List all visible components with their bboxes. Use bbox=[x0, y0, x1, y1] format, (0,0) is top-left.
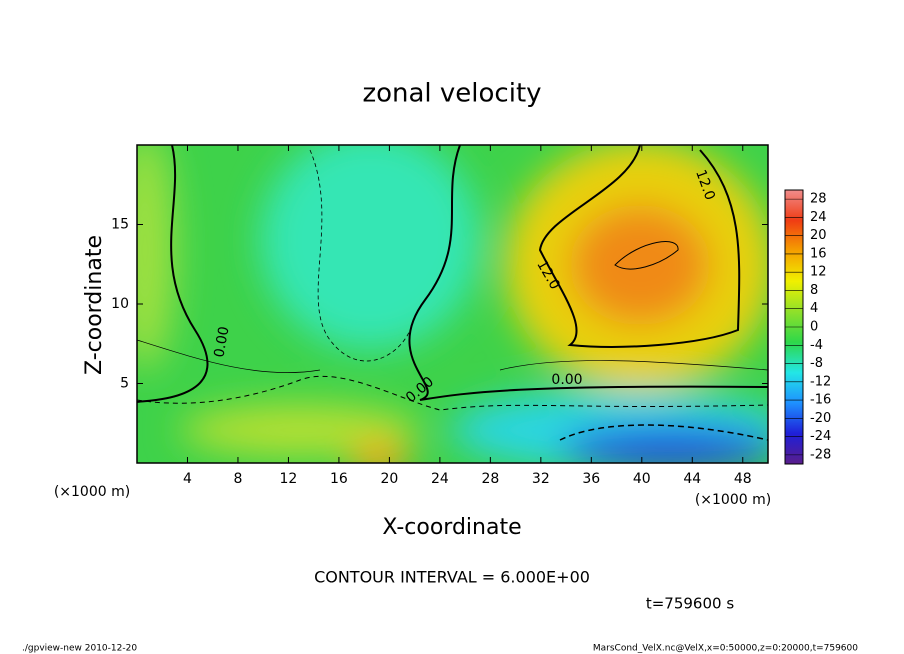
y-axis-label: Z-coordinate bbox=[82, 235, 107, 375]
footer-left: ./gpview-new 2010-12-20 bbox=[22, 644, 137, 654]
colorbar-tick-label: 16 bbox=[810, 246, 827, 261]
colorbar-tick-label: 4 bbox=[810, 301, 818, 316]
colorbar-tick-label: 20 bbox=[810, 228, 827, 243]
x-axis-label: X-coordinate bbox=[382, 515, 521, 540]
x-tick-label: 40 bbox=[633, 471, 651, 487]
y-tick-label: 15 bbox=[111, 217, 129, 233]
x-tick-label: 20 bbox=[380, 471, 398, 487]
x-unit: (×1000 m) bbox=[695, 492, 771, 508]
x-tick-label: 24 bbox=[431, 471, 449, 487]
colorbar-tick-label: 8 bbox=[810, 283, 818, 298]
contour-label: 0.00 bbox=[211, 325, 232, 358]
x-tick-label: 8 bbox=[233, 471, 242, 487]
colorbar-tick-label: 24 bbox=[810, 210, 827, 225]
footer-right: MarsCond_VelX.nc@VelX,x=0:50000,z=0:2000… bbox=[593, 644, 858, 654]
x-tick-label: 48 bbox=[734, 471, 752, 487]
x-tick-label: 16 bbox=[330, 471, 348, 487]
x-tick-label: 4 bbox=[183, 471, 192, 487]
x-tick-label: 28 bbox=[481, 471, 499, 487]
y-tick-label: 10 bbox=[111, 296, 129, 312]
chart-title: zonal velocity bbox=[362, 79, 541, 109]
colorbar-tick-label: -12 bbox=[810, 374, 831, 389]
x-tick-label: 12 bbox=[280, 471, 298, 487]
y-tick-label: 5 bbox=[120, 376, 129, 392]
colorbar-tick-label: 12 bbox=[810, 265, 827, 280]
colorbar-tick-label: -8 bbox=[810, 356, 823, 371]
colorbar-tick-label: -16 bbox=[810, 393, 831, 408]
x-tick-label: 32 bbox=[532, 471, 550, 487]
colorbar-tick-label: -20 bbox=[810, 411, 831, 426]
x-tick-label: 36 bbox=[582, 471, 600, 487]
colorbar-tick-label: -4 bbox=[810, 338, 823, 353]
field bbox=[137, 145, 768, 463]
contour-interval: CONTOUR INTERVAL = 6.000E+00 bbox=[314, 568, 590, 587]
time-label: t=759600 s bbox=[646, 595, 734, 613]
x-tick-label: 44 bbox=[683, 471, 701, 487]
colorbar-tick-label: -28 bbox=[810, 447, 831, 462]
contour-lines bbox=[137, 145, 768, 441]
contour-label: 0.00 bbox=[551, 372, 582, 388]
colorbar-tick-label: 0 bbox=[810, 320, 818, 335]
colorbar-tick-label: -24 bbox=[810, 429, 831, 444]
x-unit: (×1000 m) bbox=[54, 484, 130, 500]
colorbar-tick-label: 28 bbox=[810, 192, 827, 207]
